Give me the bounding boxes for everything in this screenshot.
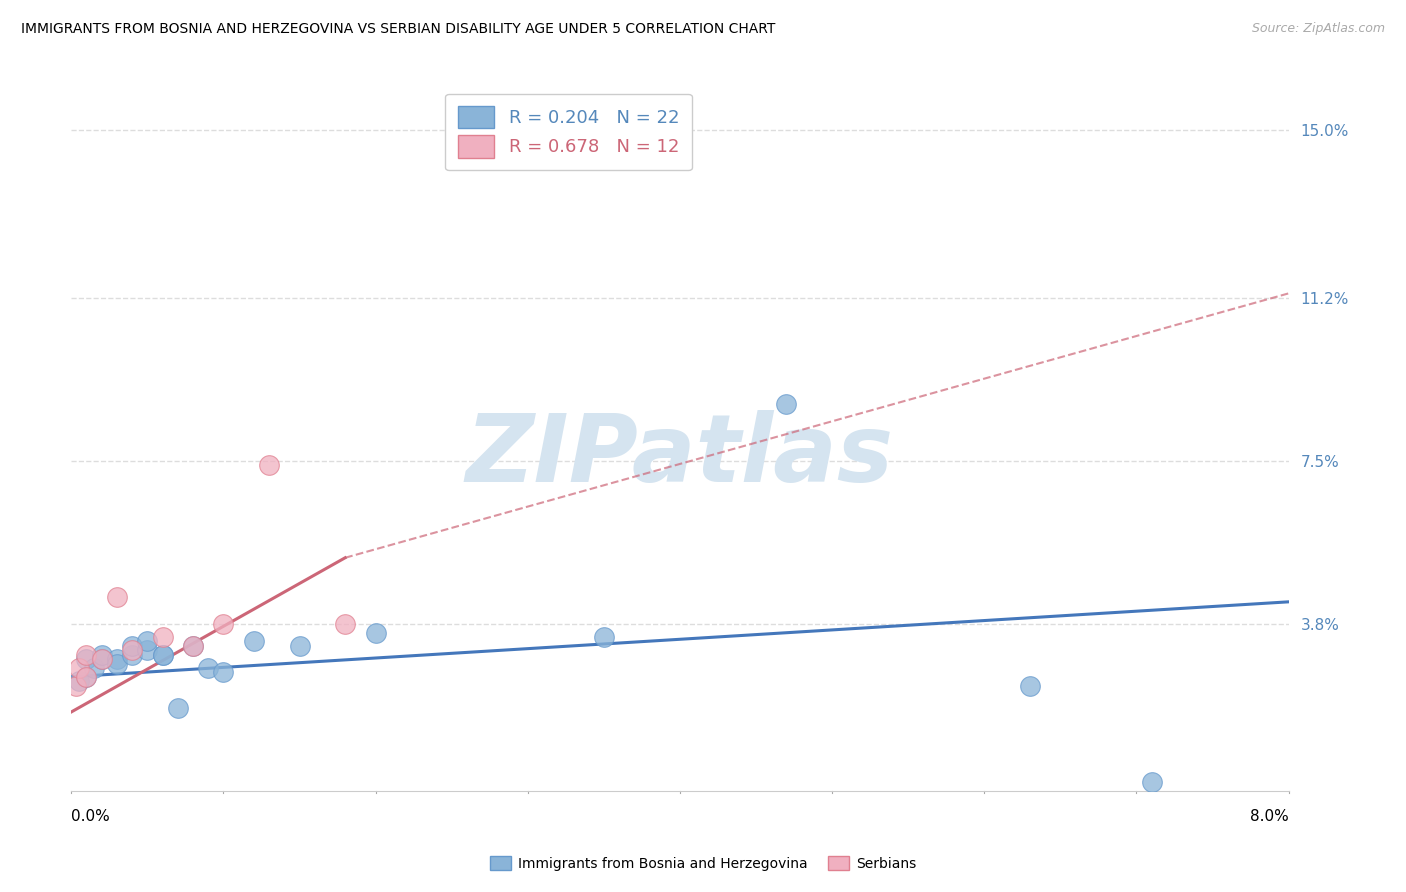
Point [90, 648, 112, 662]
Point [152, 648, 174, 662]
Point [121, 639, 143, 653]
Point [288, 639, 311, 653]
Text: Source: ZipAtlas.com: Source: ZipAtlas.com [1251, 22, 1385, 36]
Point [65, 679, 87, 693]
Point [166, 700, 188, 714]
Point [775, 396, 797, 410]
Text: 8.0%: 8.0% [1250, 809, 1289, 824]
Point [333, 616, 356, 631]
Point [105, 657, 128, 671]
Point [75, 670, 97, 684]
Point [212, 665, 235, 680]
Point [257, 458, 280, 473]
Point [152, 648, 174, 662]
Point [75, 670, 97, 684]
Point [136, 643, 159, 657]
Point [592, 630, 614, 644]
Point [67, 674, 90, 689]
Point [83, 661, 105, 675]
Legend: R = 0.204   N = 22, R = 0.678   N = 12: R = 0.204 N = 22, R = 0.678 N = 12 [446, 94, 692, 170]
Text: IMMIGRANTS FROM BOSNIA AND HERZEGOVINA VS SERBIAN DISABILITY AGE UNDER 5 CORRELA: IMMIGRANTS FROM BOSNIA AND HERZEGOVINA V… [21, 22, 776, 37]
Point [90, 652, 112, 666]
Point [181, 639, 204, 653]
Point [105, 652, 128, 666]
Point [121, 643, 143, 657]
Point [197, 661, 219, 675]
Point [1019, 679, 1042, 693]
Point [67, 661, 90, 675]
Text: ZIPatlas: ZIPatlas [465, 409, 894, 502]
Point [75, 652, 97, 666]
Point [136, 634, 159, 648]
Legend: Immigrants from Bosnia and Herzegovina, Serbians: Immigrants from Bosnia and Herzegovina, … [484, 850, 922, 876]
Text: 0.0%: 0.0% [72, 809, 110, 824]
Point [212, 616, 235, 631]
Point [364, 625, 387, 640]
Point [1140, 775, 1163, 789]
Point [152, 630, 174, 644]
Point [105, 591, 128, 605]
Point [90, 652, 112, 666]
Point [181, 639, 204, 653]
Point [121, 648, 143, 662]
Point [243, 634, 266, 648]
Point [75, 648, 97, 662]
